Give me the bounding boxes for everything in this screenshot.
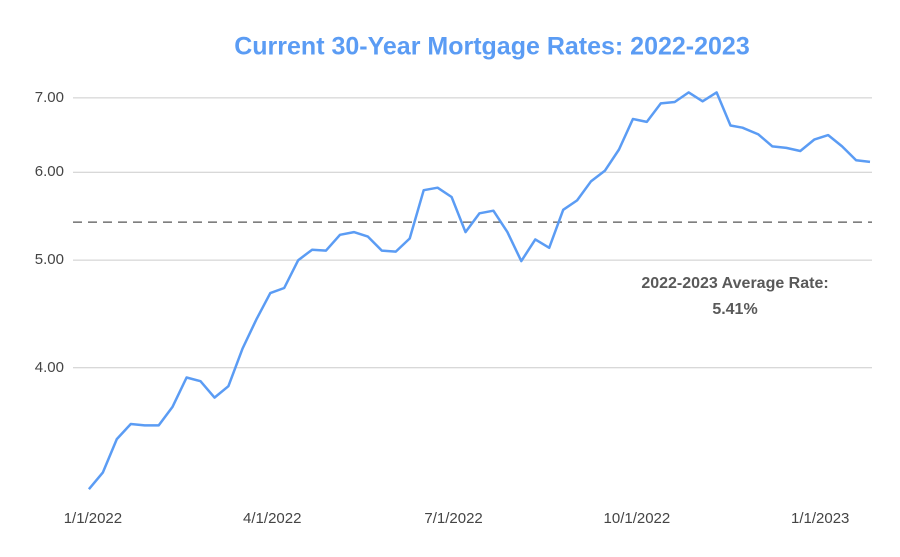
annotation: 2022-2023 Average Rate:	[641, 275, 828, 292]
y-tick-label: 4.00	[35, 359, 64, 376]
x-tick-label: 7/1/2022	[424, 510, 482, 527]
y-tick-label: 6.00	[35, 163, 64, 180]
x-tick-label: 4/1/2022	[243, 510, 301, 527]
annotation: 5.41%	[712, 301, 757, 318]
x-tick-label: 10/1/2022	[604, 510, 671, 527]
x-tick-label: 1/1/2023	[791, 510, 849, 527]
y-tick-label: 5.00	[35, 251, 64, 268]
y-tick-label: 7.00	[35, 89, 64, 106]
data-line	[87, 91, 871, 491]
chart-title: Current 30-Year Mortgage Rates: 2022-202…	[234, 33, 750, 61]
x-tick-label: 1/1/2022	[64, 510, 122, 527]
